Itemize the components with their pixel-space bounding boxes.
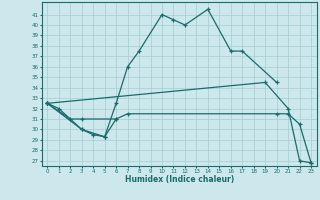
X-axis label: Humidex (Indice chaleur): Humidex (Indice chaleur) [124, 175, 234, 184]
